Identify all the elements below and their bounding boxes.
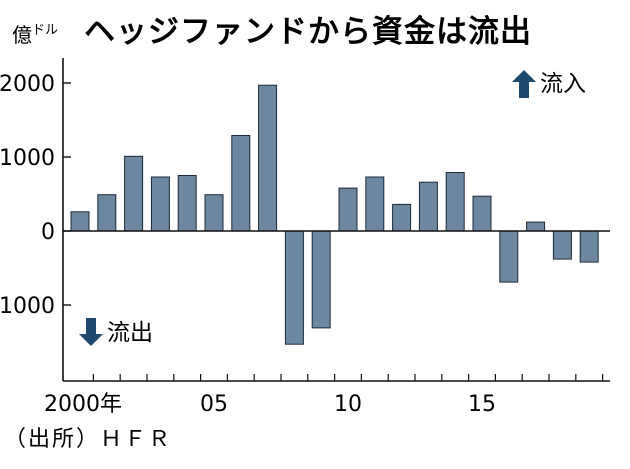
x-tick-label: 05 [200, 392, 228, 417]
bar-2015 [472, 195, 492, 232]
chart-title: ヘッジファンドから資金は流出 [84, 14, 532, 50]
bar-2000 [70, 211, 90, 232]
bar-2019 [579, 230, 599, 263]
bar-2001 [97, 194, 117, 232]
y-ticks-group: 2000 1000 0 -1000 [0, 72, 71, 319]
bar-2018 [552, 230, 572, 260]
x-tick-label: 15 [468, 392, 496, 417]
bar-2008 [284, 230, 304, 345]
y-tick-label: 2000 [0, 72, 55, 97]
bar-2007 [258, 84, 278, 232]
bar-2012 [392, 203, 412, 232]
unit-label: 億ドル [12, 23, 58, 47]
x-tick-label: 2000年 [44, 392, 122, 417]
bar-2004 [177, 175, 197, 232]
bar-2017 [526, 221, 546, 232]
bar-2009 [311, 230, 331, 329]
y-tick-label: 0 [41, 220, 55, 245]
outflow-label: 流出 [107, 320, 153, 346]
bar-2011 [365, 176, 385, 232]
bars-group [63, 84, 610, 345]
bar-2013 [418, 181, 438, 232]
x-tick-label: 10 [334, 392, 362, 417]
bar-2006 [231, 135, 251, 232]
source-note: （出所）ＨＦＲ [4, 427, 172, 452]
down-arrow-icon [79, 318, 103, 346]
bar-2010 [338, 187, 358, 232]
bar-2003 [150, 176, 170, 232]
y-tick-label: 1000 [0, 146, 55, 171]
bar-2002 [124, 155, 144, 232]
bar-2005 [204, 194, 224, 232]
x-ticks-group: 2000年 05 10 15 [44, 374, 604, 417]
bar-2016 [499, 230, 519, 283]
y-tick-label: -1000 [0, 294, 55, 319]
inflow-label: 流入 [540, 71, 586, 97]
up-arrow-icon [512, 70, 536, 98]
bar-2014 [445, 172, 465, 232]
